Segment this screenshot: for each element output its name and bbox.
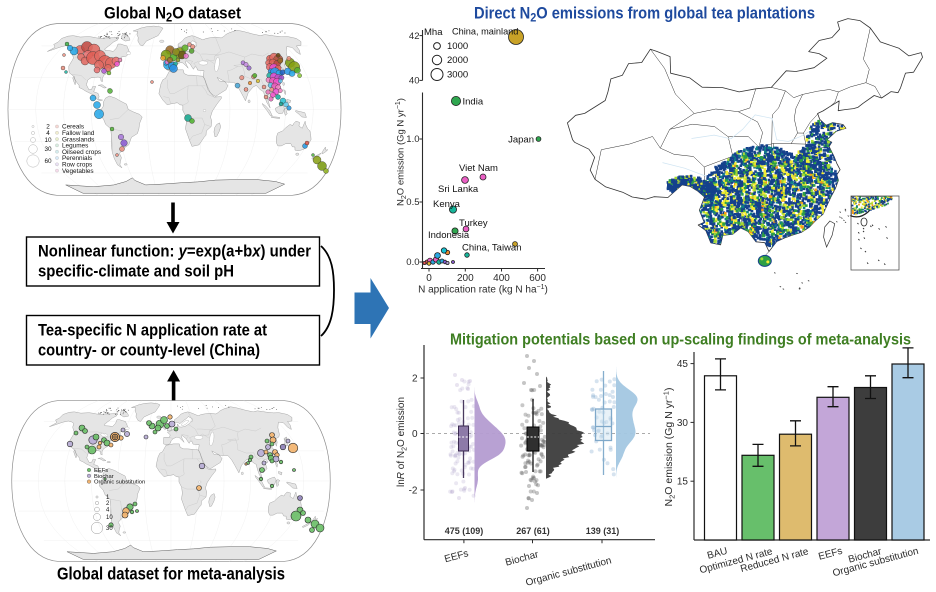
- svg-text:India: India: [463, 97, 484, 108]
- svg-text:4: 4: [46, 130, 50, 137]
- svg-text:Sri Lanka: Sri Lanka: [438, 184, 479, 195]
- svg-text:0.0: 0.0: [406, 257, 419, 268]
- svg-text:Vegetables: Vegetables: [62, 168, 94, 175]
- svg-text:Turkey: Turkey: [459, 218, 488, 229]
- svg-text:Tea-specific N application rat: Tea-specific N application rate at: [38, 321, 267, 340]
- svg-text:China, mainland: China, mainland: [452, 27, 518, 37]
- svg-text:2000: 2000: [447, 55, 468, 66]
- svg-text:600: 600: [529, 273, 546, 284]
- svg-text:Indonesia: Indonesia: [428, 230, 470, 241]
- svg-text:Organic substitution: Organic substitution: [94, 480, 145, 486]
- svg-text:N2O emission (Gg N yr−1): N2O emission (Gg N yr−1): [662, 388, 677, 507]
- svg-text:Viet Nam: Viet Nam: [459, 163, 498, 174]
- svg-text:Kenya: Kenya: [433, 199, 461, 210]
- svg-text:country- or county-level (Chin: country- or county-level (China): [38, 341, 260, 360]
- svg-text:Legumes: Legumes: [62, 143, 88, 150]
- svg-text:EEFs: EEFs: [94, 468, 108, 474]
- svg-text:4: 4: [106, 508, 110, 514]
- svg-text:Oilseed crops: Oilseed crops: [62, 149, 101, 156]
- svg-text:-2: -2: [409, 486, 418, 497]
- svg-text:10: 10: [106, 515, 113, 521]
- svg-text:N application rate (kg N ha−1): N application rate (kg N ha−1): [418, 284, 548, 296]
- svg-text:Perennials: Perennials: [62, 155, 92, 162]
- svg-text:45: 45: [677, 359, 689, 370]
- svg-text:30: 30: [106, 526, 113, 532]
- svg-text:Fallow land: Fallow land: [62, 130, 95, 137]
- svg-text:3000: 3000: [447, 70, 468, 81]
- svg-text:Row crops: Row crops: [62, 162, 92, 169]
- svg-text:Mha: Mha: [424, 27, 443, 38]
- svg-text:0: 0: [412, 429, 418, 440]
- svg-text:1: 1: [106, 495, 110, 501]
- svg-text:30: 30: [44, 146, 52, 153]
- svg-text:2: 2: [412, 374, 418, 385]
- svg-text:Nonlinear function: y=exp(a+bx: Nonlinear function: y=exp(a+bx) under: [38, 242, 311, 261]
- svg-text:30: 30: [677, 418, 689, 429]
- svg-text:1.0: 1.0: [406, 134, 419, 145]
- svg-text:40: 40: [409, 76, 420, 87]
- svg-text:2: 2: [46, 124, 50, 131]
- svg-text:Mitigation potentials based on: Mitigation potentials based on up-scalin…: [450, 332, 911, 349]
- svg-text:Global dataset for meta-analys: Global dataset for meta-analysis: [57, 564, 285, 584]
- svg-text:specific-climate and soil pH: specific-climate and soil pH: [38, 262, 234, 281]
- svg-text:Japan: Japan: [508, 135, 534, 146]
- svg-text:N2O emission (Gg N yr−1): N2O emission (Gg N yr−1): [395, 98, 408, 206]
- svg-text:Direct N2O emissions from glob: Direct N2O emissions from global tea pla…: [474, 5, 815, 25]
- svg-text:Cereals: Cereals: [62, 124, 84, 131]
- svg-text:lnR of N2O emission: lnR of N2O emission: [396, 397, 409, 487]
- svg-text:475 (109): 475 (109): [445, 526, 484, 536]
- svg-text:BAU: BAU: [706, 546, 729, 562]
- svg-text:15: 15: [677, 477, 689, 488]
- svg-text:Biochar: Biochar: [94, 474, 114, 480]
- svg-text:42: 42: [409, 31, 420, 42]
- svg-text:10: 10: [44, 137, 52, 144]
- svg-text:2: 2: [106, 501, 110, 507]
- svg-text:400: 400: [493, 273, 510, 284]
- svg-text:Global N2O dataset: Global N2O dataset: [104, 4, 241, 25]
- svg-text:0: 0: [426, 273, 432, 284]
- svg-text:0.5: 0.5: [406, 197, 419, 208]
- svg-text:60: 60: [44, 158, 52, 165]
- svg-text:267 (61): 267 (61): [516, 526, 550, 536]
- svg-text:China, Taiwan: China, Taiwan: [462, 243, 522, 254]
- svg-text:200: 200: [457, 273, 474, 284]
- svg-text:1000: 1000: [447, 41, 468, 52]
- svg-text:139 (31): 139 (31): [586, 526, 620, 536]
- svg-text:Grasslands: Grasslands: [62, 136, 94, 143]
